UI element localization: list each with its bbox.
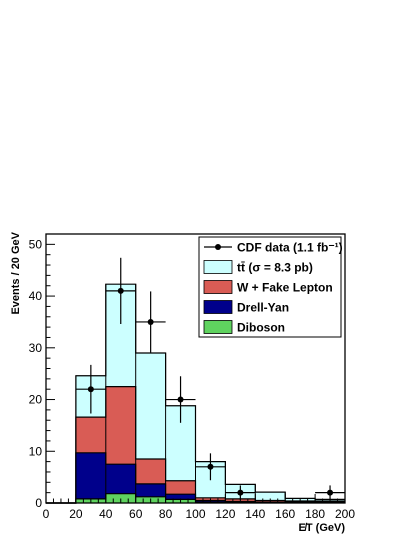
legend-item: Drell-Yan [203,300,289,315]
bar-series1-bin1 [75,452,106,499]
stack-outline-1 [46,452,345,504]
bar-series2-bin3 [135,459,166,484]
legend-label: CDF data (1.1 fb⁻¹) [237,241,343,255]
data-marker [147,318,154,325]
y-tick-label: 0 [35,496,42,510]
x-tick-label: 100 [185,507,205,521]
legend-label: tt̄ (σ = 8.3 pb) [237,261,313,275]
axes: 0 20 40 60 80 100 120 140 160 180 200 0 10 20 30 40 50 [29,233,355,521]
bar-series1-bin3 [135,483,166,497]
legend: CDF data (1.1 fb⁻¹) tt̄ (σ = 8.3 pb) W + F… [198,236,343,338]
data-marker [87,386,94,393]
data-point [75,364,106,414]
x-tick-label: 80 [159,507,173,521]
data-marker [327,489,334,496]
legend-swatch [203,280,233,294]
legend-item: W + Fake Lepton [203,280,333,295]
data-marker [237,489,244,496]
data-point [105,257,136,325]
x-tick-label: 40 [99,507,113,521]
data-point [195,453,226,481]
x-axis-title: E̸T (GeV) [299,522,346,534]
x-tick-label: 0 [43,507,50,521]
legend-data-marker [215,244,221,250]
x-tick-label: 200 [335,507,355,521]
legend-swatch [203,260,233,274]
y-axis-title: Events / 20 GeV [10,231,22,314]
legend-label: Diboson [237,321,285,335]
data-point [135,291,166,353]
x-tick-label: 140 [245,507,265,521]
x-tick-label: 20 [69,507,83,521]
legend-swatch [203,300,233,314]
x-tick-label: 180 [305,507,325,521]
bar-series2-bin2 [105,386,136,465]
y-tick-label: 10 [29,444,43,458]
x-tick-label: 120 [215,507,235,521]
bar-series0-bin2 [105,493,136,503]
legend-item: CDF data (1.1 fb⁻¹) [204,241,343,255]
data-marker [177,396,184,403]
legend-item: tt̄ (σ = 8.3 pb) [203,260,313,275]
bar-series2-bin1 [75,417,106,453]
legend-swatch [203,320,233,334]
bar-series3-bin3 [135,352,166,460]
x-tick-label: 160 [275,507,295,521]
data-point [165,376,196,423]
plot-area [46,257,345,504]
legend-label: Drell-Yan [237,301,289,315]
y-tick-label: 30 [29,341,43,355]
bar-series1-bin4 [165,494,196,500]
data-point [225,485,256,500]
legend-item: Diboson [203,320,285,335]
data-point [315,485,345,500]
x-tick-label: 60 [129,507,143,521]
y-tick-label: 40 [29,289,43,303]
data-marker [117,287,124,294]
bar-series2-bin4 [165,480,196,495]
legend-label: W + Fake Lepton [237,281,333,295]
data-marker [207,463,214,470]
y-tick-label: 20 [29,393,43,407]
y-tick-label: 50 [29,237,43,251]
bar-series1-bin2 [105,464,136,494]
bar-series3-bin7 [255,492,286,501]
